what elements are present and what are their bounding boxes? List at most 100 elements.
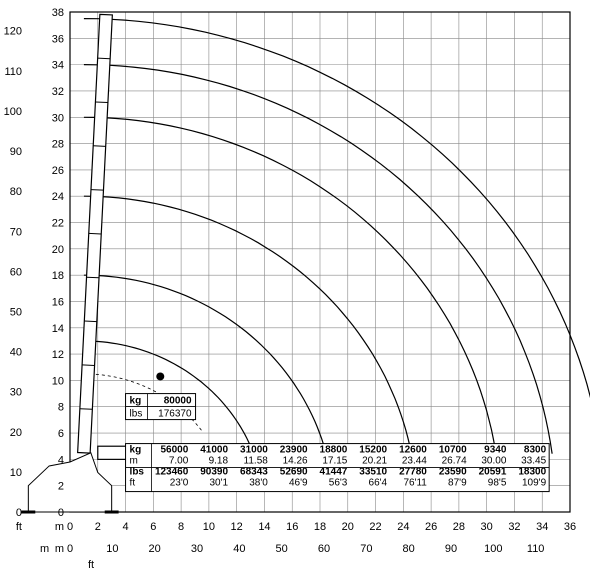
- table-cell: 123460: [155, 467, 189, 478]
- xtick-ft: 0: [67, 543, 73, 555]
- ytick-m: 6: [58, 428, 64, 440]
- reach-curve: [84, 275, 327, 457]
- table-cell: 87'9: [448, 478, 467, 489]
- xtick-ft: 80: [403, 543, 415, 555]
- table-cell: 8300: [524, 445, 547, 456]
- table-cell: 14.26: [283, 456, 308, 467]
- ytick-m: 16: [52, 296, 64, 308]
- xtick-ft: 60: [318, 543, 330, 555]
- table-cell: 7.00: [169, 456, 189, 467]
- ytick-ft: 100: [4, 106, 22, 118]
- xtick-m: 36: [564, 521, 576, 533]
- xtick-m: 26: [425, 521, 437, 533]
- ytick-m: 22: [52, 218, 64, 230]
- xtick-m: 16: [286, 521, 298, 533]
- ytick-ft: 20: [10, 427, 22, 439]
- xtick-m: 30: [481, 521, 493, 533]
- ytick-ft: 40: [10, 347, 22, 359]
- table-cell: 33510: [359, 467, 387, 478]
- table-cell: 11.58: [244, 456, 269, 467]
- table-cell: 52690: [280, 467, 308, 478]
- ytick-m: 26: [52, 165, 64, 177]
- reach-curve: [84, 19, 590, 453]
- callout-value: 80000: [164, 396, 192, 407]
- table-cell: 23.44: [402, 456, 427, 467]
- table-cell: 9.18: [209, 456, 229, 467]
- ytick-ft: 120: [4, 26, 22, 38]
- xtick-m: 20: [342, 521, 354, 533]
- xtick-m: 14: [258, 521, 270, 533]
- xtick-m: 2: [95, 521, 101, 533]
- table-cell: 30.00: [481, 456, 506, 467]
- y-ft-label: ft: [16, 521, 22, 533]
- table-cell: 20.21: [362, 456, 387, 467]
- x-m-label: m: [55, 543, 64, 555]
- xtick-ft: 70: [360, 543, 372, 555]
- callout-unit: lbs: [130, 409, 143, 420]
- table-cell: 38'0: [249, 478, 268, 489]
- ytick-ft: 50: [10, 306, 22, 318]
- table-cell: 18300: [518, 467, 546, 478]
- ytick-m: 10: [52, 375, 64, 387]
- xtick-ft: 30: [191, 543, 203, 555]
- table-cell: 33.45: [521, 456, 546, 467]
- xtick-m: 8: [178, 521, 184, 533]
- table-unit: ft: [130, 478, 136, 489]
- table-cell: 41000: [200, 445, 228, 456]
- xtick-m: 34: [536, 521, 548, 533]
- xtick-ft: 100: [484, 543, 502, 555]
- load-point: [156, 372, 164, 380]
- xtick-m: 32: [508, 521, 520, 533]
- table-cell: 20591: [479, 467, 507, 478]
- ytick-ft: 90: [10, 146, 22, 158]
- xtick-m: 10: [203, 521, 215, 533]
- ytick-ft: 60: [10, 266, 22, 278]
- table-cell: 23590: [439, 467, 467, 478]
- ytick-m: 8: [58, 402, 64, 414]
- ytick-m: 18: [52, 270, 64, 282]
- ytick-m: 14: [52, 323, 64, 335]
- table-cell: 12600: [399, 445, 427, 456]
- ytick-m: 30: [52, 112, 64, 124]
- table-cell: 15200: [359, 445, 387, 456]
- xtick-m: 24: [397, 521, 409, 533]
- table-unit: kg: [130, 445, 142, 456]
- xtick-ft: 50: [276, 543, 288, 555]
- callout-value: 176370: [158, 409, 192, 420]
- ytick-m: 20: [52, 244, 64, 256]
- xtick-ft: 20: [149, 543, 161, 555]
- ytick-ft: 0: [16, 507, 22, 519]
- ytick-m: 2: [58, 481, 64, 493]
- table-unit: lbs: [130, 467, 145, 478]
- xtick-m: 0: [67, 521, 73, 533]
- ytick-m: 12: [52, 349, 64, 361]
- ytick-m: 38: [52, 7, 64, 19]
- ytick-m: 0: [58, 507, 64, 519]
- ytick-m: 24: [52, 191, 64, 203]
- table-cell: 46'9: [289, 478, 308, 489]
- ytick-m: 4: [58, 454, 64, 466]
- xtick-ft: 40: [233, 543, 245, 555]
- xtick-m: 4: [122, 521, 128, 533]
- table-cell: 27780: [399, 467, 427, 478]
- xtick-ft: 10: [106, 543, 118, 555]
- x-m-label2: m: [40, 543, 49, 555]
- xtick-m: 28: [453, 521, 465, 533]
- callout-unit: kg: [130, 396, 142, 407]
- table-cell: 90390: [200, 467, 228, 478]
- ytick-ft: 30: [10, 387, 22, 399]
- ytick-ft: 70: [10, 226, 22, 238]
- ytick-ft: 80: [10, 186, 22, 198]
- x-ft-label: ft: [88, 559, 94, 571]
- table-cell: 98'5: [488, 478, 507, 489]
- table-cell: 10700: [439, 445, 467, 456]
- ytick-ft: 110: [4, 66, 22, 78]
- table-cell: 23900: [280, 445, 308, 456]
- ytick-m: 36: [52, 33, 64, 45]
- table-cell: 56000: [161, 445, 189, 456]
- ytick-ft: 10: [10, 467, 22, 479]
- table-cell: 68343: [240, 467, 268, 478]
- table-cell: 109'9: [522, 478, 547, 489]
- xtick-ft: 90: [445, 543, 457, 555]
- table-cell: 66'4: [369, 478, 388, 489]
